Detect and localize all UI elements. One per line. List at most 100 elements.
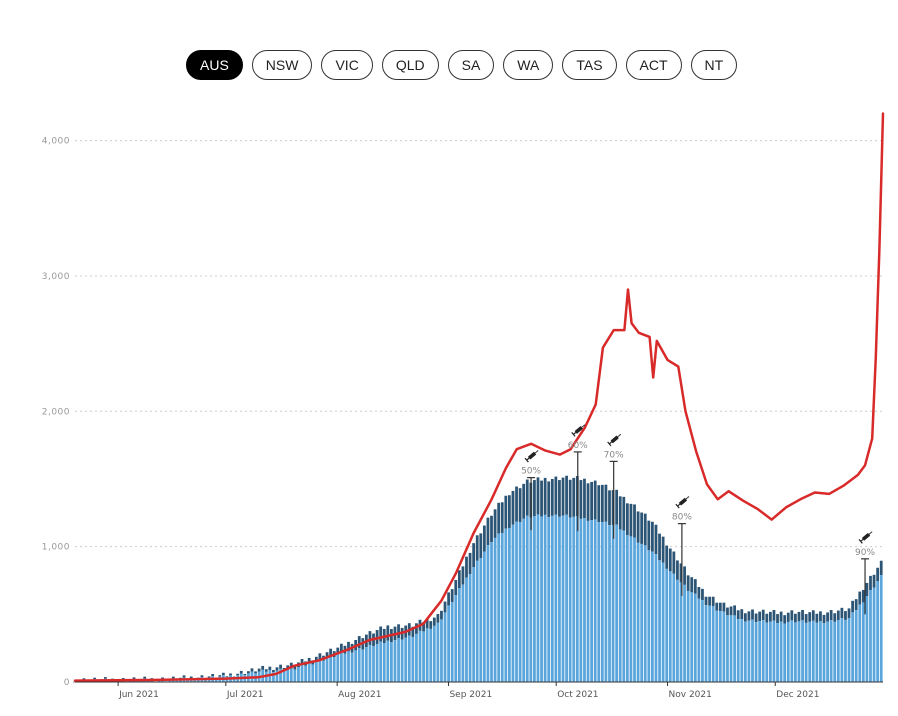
bar-upper bbox=[568, 479, 572, 518]
tab-vic[interactable]: VIC bbox=[321, 50, 373, 80]
bar-lower bbox=[322, 660, 325, 682]
tab-tas[interactable]: TAS bbox=[562, 50, 617, 80]
bar-upper bbox=[472, 543, 476, 568]
bar-lower bbox=[861, 602, 865, 682]
bar-lower bbox=[608, 525, 611, 682]
bar-upper bbox=[869, 575, 872, 591]
bar-lower bbox=[651, 551, 654, 682]
bar-lower bbox=[515, 521, 518, 682]
bar-lower bbox=[293, 669, 297, 682]
bar-lower bbox=[282, 670, 286, 682]
milestone-marker: 50% bbox=[521, 450, 542, 531]
bar-upper bbox=[776, 614, 779, 624]
bar-upper bbox=[622, 496, 626, 531]
bar-lower bbox=[397, 638, 400, 682]
bar-upper bbox=[836, 610, 840, 621]
bar-lower bbox=[704, 605, 708, 682]
bar-lower bbox=[450, 602, 454, 682]
cases-line bbox=[73, 112, 885, 682]
bar-upper bbox=[858, 591, 862, 605]
bar-lower bbox=[146, 680, 150, 682]
bar-upper bbox=[593, 480, 597, 520]
bar-upper bbox=[729, 606, 733, 616]
tab-act[interactable]: ACT bbox=[625, 50, 682, 80]
bar-upper bbox=[733, 605, 737, 616]
bar-lower bbox=[711, 606, 715, 682]
bar-upper bbox=[454, 579, 458, 596]
bar-upper bbox=[533, 480, 536, 517]
bar-upper bbox=[182, 675, 186, 678]
bar-lower bbox=[329, 655, 333, 682]
bar-lower bbox=[379, 641, 383, 682]
bar-upper bbox=[751, 609, 754, 620]
bar-lower bbox=[540, 516, 543, 682]
bar-upper bbox=[693, 579, 697, 594]
bar-upper bbox=[708, 596, 711, 606]
bar-upper bbox=[272, 669, 275, 673]
bar-lower bbox=[472, 567, 476, 682]
bar-lower bbox=[504, 528, 508, 682]
bar-upper bbox=[618, 496, 622, 530]
bar-lower bbox=[797, 621, 801, 682]
bar-upper bbox=[468, 552, 472, 575]
bar-upper bbox=[132, 677, 136, 679]
bar-upper bbox=[515, 486, 518, 522]
bar-lower bbox=[783, 623, 787, 682]
bar-lower bbox=[876, 581, 880, 682]
bar-upper bbox=[500, 502, 504, 533]
bar-upper bbox=[772, 609, 776, 621]
bar-upper bbox=[318, 653, 322, 660]
milestone-marker: 80% bbox=[672, 496, 692, 596]
bar-lower bbox=[354, 650, 358, 682]
bar-upper bbox=[819, 611, 822, 622]
bar-lower bbox=[761, 620, 765, 682]
bar-lower bbox=[400, 639, 404, 682]
bar-lower bbox=[604, 521, 608, 682]
bar-upper bbox=[847, 608, 851, 619]
bar-lower bbox=[314, 662, 318, 682]
bar-lower bbox=[465, 577, 468, 682]
x-tick-label: Jun 2021 bbox=[118, 690, 159, 700]
tab-nt[interactable]: NT bbox=[690, 50, 738, 80]
bar-upper bbox=[654, 524, 658, 555]
tab-aus[interactable]: AUS bbox=[186, 50, 243, 80]
bar-lower bbox=[175, 680, 179, 682]
bar-upper bbox=[482, 525, 486, 552]
bar-lower bbox=[854, 610, 858, 682]
bar-lower bbox=[858, 604, 862, 682]
bar-lower bbox=[676, 579, 679, 682]
tab-sa[interactable]: SA bbox=[447, 50, 495, 80]
bar-upper bbox=[704, 596, 708, 606]
tab-nsw[interactable]: NSW bbox=[251, 50, 313, 80]
bar-lower bbox=[454, 595, 458, 682]
tab-qld[interactable]: QLD bbox=[381, 50, 439, 80]
bar-lower bbox=[625, 535, 629, 682]
bar-upper bbox=[279, 664, 282, 669]
bar-upper bbox=[718, 602, 722, 612]
bar-lower bbox=[475, 560, 479, 682]
bar-lower bbox=[407, 635, 411, 682]
syringe-icon bbox=[858, 531, 873, 544]
syringe-icon bbox=[571, 424, 586, 437]
bar-lower bbox=[436, 622, 440, 682]
syringe-icon bbox=[607, 433, 622, 447]
bar-lower bbox=[307, 663, 311, 682]
bar-lower bbox=[768, 621, 772, 682]
bar-upper bbox=[143, 676, 147, 679]
bar-upper bbox=[232, 676, 236, 678]
bar-upper bbox=[368, 631, 372, 645]
bar-lower bbox=[826, 621, 829, 682]
bar-lower bbox=[368, 644, 372, 682]
bar-upper bbox=[822, 614, 826, 624]
bar-upper bbox=[264, 669, 268, 672]
bar-upper bbox=[443, 601, 447, 613]
bar-upper bbox=[300, 658, 304, 665]
bar-upper bbox=[625, 503, 629, 536]
hospital-bars bbox=[78, 475, 883, 682]
bar-lower bbox=[547, 517, 551, 682]
tab-wa[interactable]: WA bbox=[503, 50, 554, 80]
bar-lower bbox=[579, 518, 583, 682]
bar-lower bbox=[743, 621, 747, 682]
bar-upper bbox=[486, 517, 490, 546]
bar-upper bbox=[686, 575, 690, 591]
